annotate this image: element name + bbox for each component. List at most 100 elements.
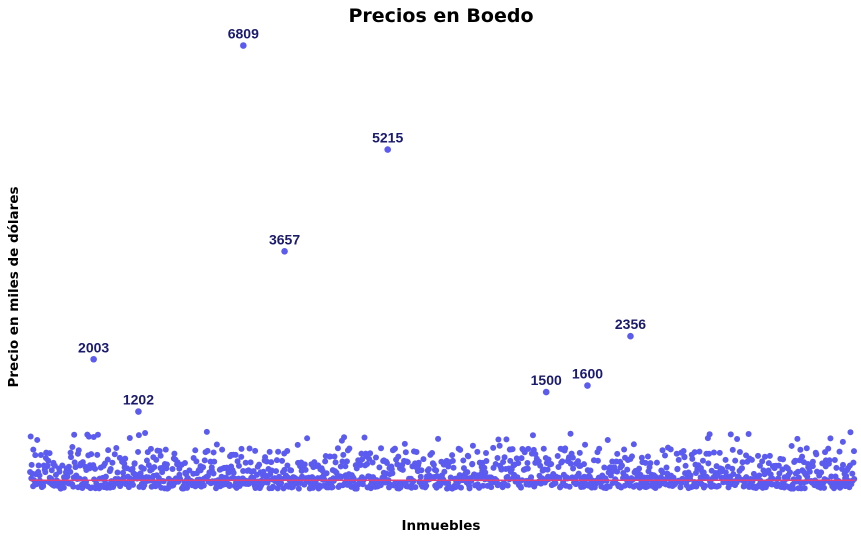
data-point [350,475,357,482]
data-point [358,450,365,457]
data-point [288,467,295,474]
data-point [309,474,316,481]
data-point [748,456,755,463]
data-point [200,482,207,489]
data-point [628,453,635,460]
data-point [756,472,763,479]
data-point [193,458,200,465]
data-point [301,461,308,468]
data-point [733,479,740,486]
data-point [556,474,563,481]
data-point [482,469,489,476]
data-point [673,450,680,457]
data-point [548,461,555,468]
data-point [596,445,603,452]
data-point [163,461,170,468]
data-point [266,448,273,455]
data-point [831,457,838,464]
data-point [88,451,95,458]
data-point [44,462,51,469]
data-point [192,447,199,454]
data-point [780,456,787,463]
data-point [210,470,217,477]
data-point [703,473,710,480]
data-point [524,459,531,466]
data-point [107,465,114,472]
outliers-layer [90,42,634,415]
data-point [647,460,654,467]
data-point [574,480,581,487]
data-point [480,482,487,489]
data-point [687,472,694,479]
data-point [488,484,495,491]
data-point [70,483,77,490]
data-point [503,436,510,443]
data-point [71,459,78,466]
data-point [689,455,696,462]
data-point [504,482,511,489]
data-point [804,473,811,480]
data-point [399,466,406,473]
data-point [759,458,766,465]
data-point [529,432,536,439]
data-point [818,469,825,476]
data-point [788,442,795,449]
data-point [517,484,524,491]
outlier-point [135,408,142,415]
data-point [490,444,497,451]
data-point [559,458,566,465]
data-point [619,462,625,469]
data-point [582,441,589,448]
data-point [755,452,762,459]
data-point [500,459,507,466]
data-point [449,452,456,459]
data-point [425,466,432,473]
data-point [65,463,72,470]
data-point [359,456,366,463]
data-point [331,453,338,460]
data-point [474,448,481,455]
data-point [545,456,552,463]
data-point [246,445,253,452]
chart-title: Precios en Boedo [348,5,533,27]
data-point [498,466,505,473]
data-point [85,433,92,440]
data-point [378,445,385,452]
data-point [147,445,154,452]
data-point [680,448,687,455]
data-point [67,449,74,456]
data-point [131,460,138,467]
data-point [682,462,689,469]
data-point [37,452,44,458]
data-point [540,445,547,452]
data-point [153,456,160,463]
data-point [509,446,516,453]
data-point [675,456,682,463]
data-point [171,450,178,457]
data-point [434,473,441,480]
data-point [302,466,309,473]
data-point [203,428,210,435]
data-point [240,467,247,474]
data-point [449,457,456,464]
data-point [576,449,583,456]
data-point [766,452,773,459]
data-point [715,482,722,489]
data-point [94,431,101,438]
data-point [369,459,376,466]
data-point [256,461,263,468]
data-point [644,453,651,460]
data-point [420,456,427,463]
data-point [464,469,471,476]
data-point [334,445,341,452]
data-point [342,463,349,470]
data-point [213,441,220,448]
data-point [247,459,254,466]
data-point [263,458,270,465]
data-point [594,457,601,464]
data-point [284,462,291,469]
data-point [570,465,577,472]
data-point [402,449,409,456]
data-point [481,464,488,471]
data-point [275,448,282,455]
